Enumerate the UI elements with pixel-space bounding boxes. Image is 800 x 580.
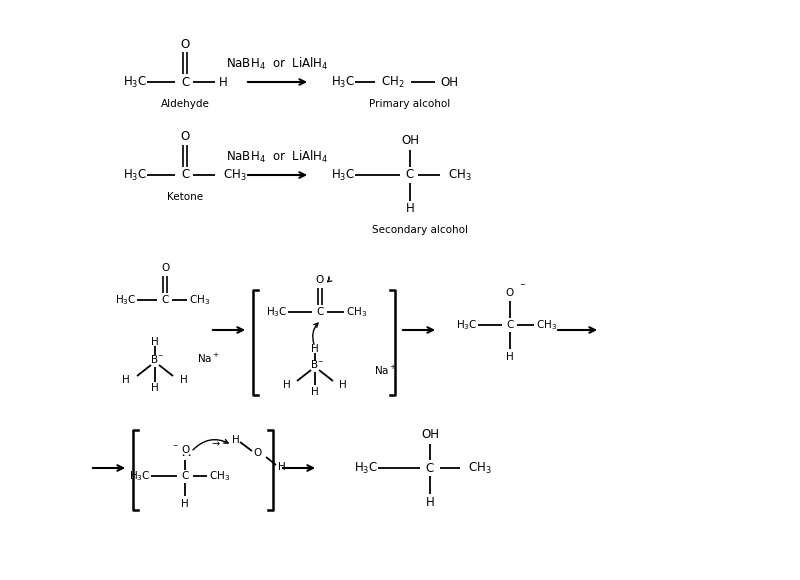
Text: Ketone: Ketone: [167, 192, 203, 202]
Text: $\mathregular{H_3C}$: $\mathregular{H_3C}$: [123, 168, 147, 183]
Text: $\mathregular{Na^+}$: $\mathregular{Na^+}$: [374, 364, 397, 376]
Text: $\mathregular{NaBH_4}$  or  $\mathregular{LiAlH_4}$: $\mathregular{NaBH_4}$ or $\mathregular{…: [226, 56, 328, 72]
Text: $\mathregular{H_3C}$: $\mathregular{H_3C}$: [331, 168, 355, 183]
Text: $\mathregular{H_3C}$: $\mathregular{H_3C}$: [331, 74, 355, 89]
Text: C: C: [162, 295, 169, 305]
Text: $\mathregular{CH_3}$: $\mathregular{CH_3}$: [346, 305, 368, 319]
Text: C: C: [406, 169, 414, 182]
Text: $^-$: $^-$: [316, 357, 324, 367]
Text: H: H: [151, 337, 159, 347]
Text: C: C: [181, 75, 189, 89]
Text: H: H: [311, 387, 319, 397]
Text: OH: OH: [440, 75, 458, 89]
Text: O: O: [254, 448, 262, 458]
Text: $\mathregular{NaBH_4}$  or  $\mathregular{LiAlH_4}$: $\mathregular{NaBH_4}$ or $\mathregular{…: [226, 149, 328, 165]
Text: C: C: [316, 307, 324, 317]
Text: $\mathregular{CH_3}$: $\mathregular{CH_3}$: [536, 318, 558, 332]
Text: Primary alcohol: Primary alcohol: [370, 99, 450, 109]
Text: B: B: [151, 355, 158, 365]
Text: OH: OH: [401, 133, 419, 147]
Text: $\rightarrow$: $\rightarrow$: [210, 438, 222, 448]
Text: $^-$: $^-$: [156, 351, 164, 361]
Text: OH: OH: [421, 427, 439, 440]
Text: O: O: [316, 275, 324, 285]
Text: $\mathregular{CH_3}$: $\mathregular{CH_3}$: [190, 293, 210, 307]
Text: H: H: [232, 435, 240, 445]
Text: $\mathregular{CH_2}$: $\mathregular{CH_2}$: [382, 74, 405, 89]
Text: C: C: [182, 471, 189, 481]
Text: O: O: [180, 130, 190, 143]
Text: H: H: [278, 462, 286, 472]
Text: $\mathregular{H_3C}$: $\mathregular{H_3C}$: [354, 461, 378, 476]
Text: C: C: [426, 462, 434, 474]
Text: H: H: [180, 375, 188, 385]
Text: H: H: [181, 499, 189, 509]
Text: $\mathregular{H_3C}$: $\mathregular{H_3C}$: [266, 305, 288, 319]
Text: $\mathregular{CH_3}$: $\mathregular{CH_3}$: [448, 168, 472, 183]
Text: C: C: [181, 169, 189, 182]
Text: $\mathregular{H_3C}$: $\mathregular{H_3C}$: [123, 74, 147, 89]
Text: H: H: [406, 202, 414, 216]
Text: $\mathregular{CH_3}$: $\mathregular{CH_3}$: [468, 461, 492, 476]
Text: H: H: [506, 352, 514, 362]
Text: $\mathbf{\cdot}$: $\mathbf{\cdot}$: [187, 450, 191, 459]
Text: Secondary alcohol: Secondary alcohol: [372, 225, 468, 235]
Text: O: O: [506, 288, 514, 298]
Text: O: O: [161, 263, 169, 273]
Text: $\mathbf{\cdot}$: $\mathbf{\cdot}$: [181, 450, 185, 459]
Text: C: C: [506, 320, 514, 330]
Text: H: H: [151, 383, 159, 393]
Text: $^-$: $^-$: [518, 282, 526, 292]
Text: H: H: [283, 380, 291, 390]
Text: $\mathregular{H_3C}$: $\mathregular{H_3C}$: [130, 469, 151, 483]
Text: B: B: [311, 360, 318, 370]
Text: $^-$: $^-$: [171, 441, 179, 451]
Text: H: H: [339, 380, 346, 390]
Text: $\mathregular{CH_3}$: $\mathregular{CH_3}$: [223, 168, 247, 183]
Text: $\mathregular{CH_3}$: $\mathregular{CH_3}$: [210, 469, 230, 483]
Text: H: H: [122, 375, 130, 385]
Text: H: H: [311, 344, 319, 354]
Text: H: H: [426, 495, 434, 509]
Text: O: O: [180, 38, 190, 50]
Text: $\mathregular{Na^+}$: $\mathregular{Na^+}$: [197, 351, 220, 365]
Text: O: O: [181, 445, 189, 455]
Text: $\mathregular{H_3C}$: $\mathregular{H_3C}$: [457, 318, 478, 332]
Text: H: H: [218, 75, 227, 89]
Text: Aldehyde: Aldehyde: [161, 99, 210, 109]
Text: $\mathregular{H_3C}$: $\mathregular{H_3C}$: [115, 293, 137, 307]
